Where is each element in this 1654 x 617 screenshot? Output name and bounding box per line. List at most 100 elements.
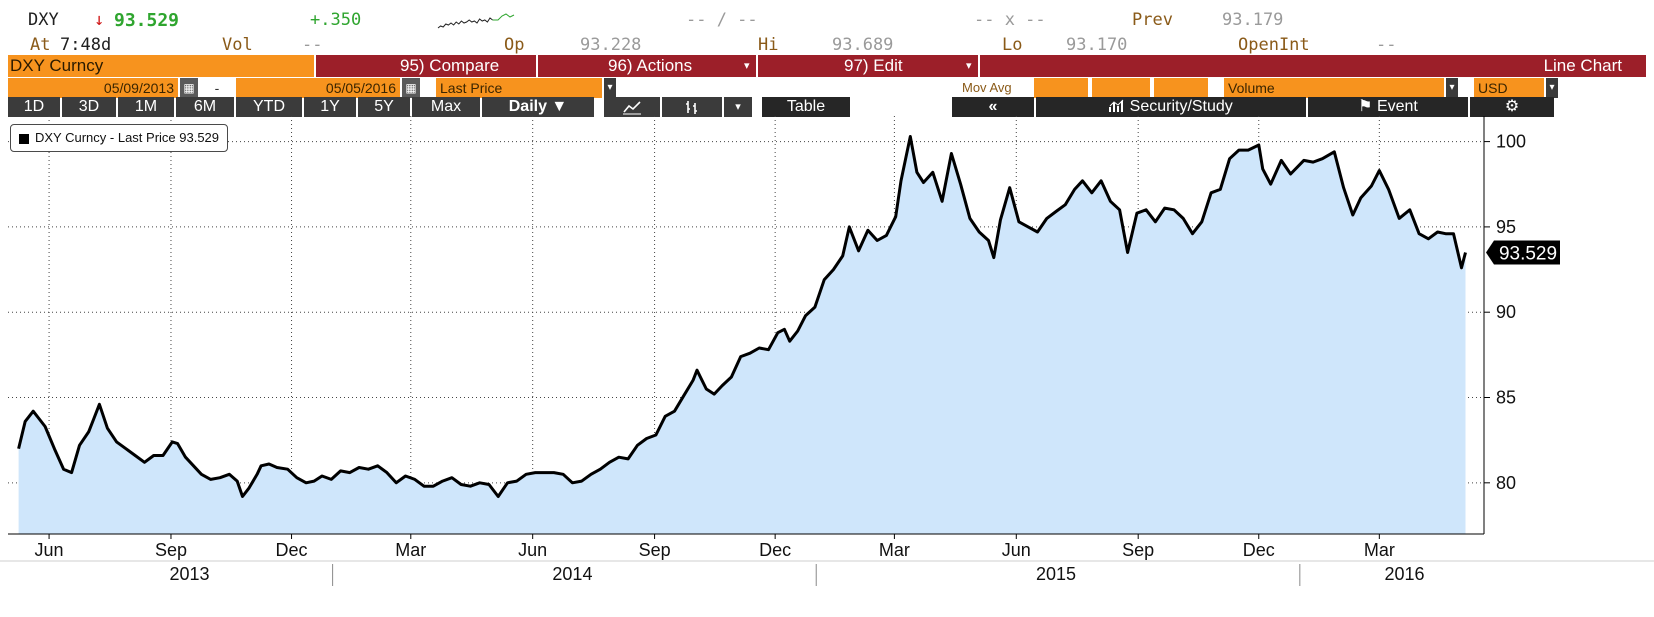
- x-tick-label: Sep: [639, 540, 671, 560]
- date-range-dash: -: [200, 78, 234, 98]
- collapse-button[interactable]: «: [952, 97, 1034, 117]
- security-study-button[interactable]: Security/Study: [1036, 97, 1306, 117]
- x-year-label: 2013: [169, 564, 209, 584]
- chevron-down-icon[interactable]: ▾: [1446, 78, 1458, 98]
- event-button[interactable]: ⚑ Event: [1308, 97, 1468, 117]
- price-field-select[interactable]: Last Price: [436, 78, 602, 98]
- last-value-tag: 93.529: [1486, 240, 1560, 265]
- security-study-label: Security/Study: [1129, 98, 1233, 115]
- price-line: [17, 135, 1467, 498]
- low-value: 93.170: [1066, 35, 1128, 55]
- chart-labels: 80 85 90 95 100 Jun Sep Dec Mar Jun Sep Dec Mar Jun Se…: [35, 132, 1560, 584]
- quote-row-1: DXY ↓ 93.529 +.350 -- / -- -- x -- Prev …: [0, 8, 1654, 31]
- actions-menu-label: 96) Actions: [608, 56, 693, 75]
- price-area-fill: [18, 136, 1466, 534]
- period-1m-button[interactable]: 1M: [118, 97, 174, 117]
- legend-swatch: [19, 134, 29, 144]
- chevron-down-icon[interactable]: ▾: [604, 78, 616, 98]
- price-chart: 80 85 90 95 100 Jun Sep Dec Mar Jun Sep Dec Mar Jun Se…: [0, 116, 1654, 586]
- x-year-label: 2015: [1036, 564, 1076, 584]
- y-tick-label: 90: [1496, 302, 1516, 322]
- down-arrow-icon: ↓: [94, 10, 105, 30]
- frequency-select[interactable]: Daily ▼: [482, 97, 594, 117]
- compare-menu[interactable]: 95) Compare: [316, 55, 536, 77]
- period-1y-button[interactable]: 1Y: [304, 97, 356, 117]
- volume-label: Vol: [222, 35, 253, 55]
- mov-avg-input-2[interactable]: [1092, 78, 1150, 98]
- period-bar: 1D 3D 1M 6M YTD 1Y 5Y Max Daily ▼ ▾ Tabl…: [0, 97, 1654, 117]
- field-checkbox[interactable]: [422, 78, 434, 98]
- sparkline-icon: [437, 13, 515, 29]
- chevron-down-icon: ▾: [966, 60, 972, 72]
- openint-label: OpenInt: [1238, 35, 1310, 55]
- period-3d-button[interactable]: 3D: [62, 97, 116, 117]
- x-tick-label: Jun: [35, 540, 64, 560]
- y-tick-label: 100: [1496, 132, 1526, 152]
- mov-avg-label: Mov Avg: [956, 78, 1032, 98]
- volume-value: --: [302, 35, 323, 55]
- bar-chart-icon[interactable]: [662, 97, 722, 117]
- calendar-icon[interactable]: ▦: [402, 78, 420, 98]
- edit-menu[interactable]: 97) Edit ▾: [758, 55, 978, 77]
- flag-icon: ⚑: [1358, 98, 1373, 115]
- chevron-down-icon: ▾: [744, 60, 750, 72]
- currency-checkbox[interactable]: [1460, 78, 1472, 98]
- bid-ask: -- / --: [686, 10, 758, 30]
- date-bar: 05/09/2013 ▦ - 05/05/2016 ▦ Last Price ▾…: [0, 77, 1654, 99]
- currency-select[interactable]: USD: [1474, 78, 1544, 98]
- volume-checkbox[interactable]: [1210, 78, 1222, 98]
- period-6m-button[interactable]: 6M: [176, 97, 234, 117]
- y-tick-label: 95: [1496, 217, 1516, 237]
- volume-select[interactable]: Volume: [1224, 78, 1444, 98]
- net-change: +.350: [310, 10, 362, 30]
- period-1d-button[interactable]: 1D: [8, 97, 60, 117]
- security-input[interactable]: DXY Curncy: [8, 55, 314, 77]
- x-tick-label: Dec: [1243, 540, 1275, 560]
- table-button[interactable]: Table: [762, 97, 850, 117]
- study-icon: [1109, 99, 1124, 112]
- open-label: Op: [504, 35, 525, 55]
- quote-time: 7:48d: [60, 35, 112, 55]
- chart-type-label[interactable]: Line Chart: [980, 55, 1646, 77]
- x-tick-label: Jun: [1002, 540, 1031, 560]
- legend-label: DXY Curncy - Last Price 93.529: [35, 130, 220, 145]
- event-label: Event: [1376, 98, 1418, 115]
- chart-legend[interactable]: DXY Curncy - Last Price 93.529: [10, 124, 229, 152]
- high-label: Hi: [758, 35, 779, 55]
- x-tick-label: Dec: [276, 540, 308, 560]
- chevron-down-icon[interactable]: ▾: [724, 97, 752, 117]
- bid-ask-size: -- x --: [974, 10, 1046, 30]
- chevron-down-icon[interactable]: ▾: [1546, 78, 1558, 98]
- prev-label: Prev: [1132, 10, 1173, 30]
- x-tick-label: Mar: [879, 540, 910, 560]
- last-value-label: 93.529: [1499, 243, 1557, 264]
- quote-row-2: At 7:48d Vol -- Op 93.228 Hi 93.689 Lo 9…: [0, 33, 1654, 55]
- period-5y-button[interactable]: 5Y: [358, 97, 410, 117]
- x-tick-label: Mar: [395, 540, 426, 560]
- menu-bar: DXY Curncy 95) Compare 96) Actions ▾ 97)…: [0, 55, 1654, 77]
- mov-avg-input-1[interactable]: [1034, 78, 1088, 98]
- x-tick-label: Sep: [155, 540, 187, 560]
- ticker-label: DXY: [28, 10, 59, 30]
- line-chart-icon[interactable]: [604, 97, 660, 117]
- openint-value: --: [1376, 35, 1397, 55]
- edit-menu-label: 97) Edit: [844, 56, 903, 75]
- last-price: 93.529: [114, 10, 180, 31]
- open-value: 93.228: [580, 35, 642, 55]
- calendar-icon[interactable]: ▦: [180, 78, 198, 98]
- high-value: 93.689: [832, 35, 894, 55]
- actions-menu[interactable]: 96) Actions ▾: [538, 55, 756, 77]
- prev-value: 93.179: [1222, 10, 1284, 30]
- x-tick-label: Jun: [518, 540, 547, 560]
- period-ytd-button[interactable]: YTD: [236, 97, 302, 117]
- chart-axes: [0, 116, 1654, 586]
- mov-avg-input-3[interactable]: [1154, 78, 1208, 98]
- period-max-button[interactable]: Max: [412, 97, 480, 117]
- y-tick-label: 80: [1496, 473, 1516, 493]
- low-label: Lo: [1002, 35, 1023, 55]
- x-year-label: 2016: [1384, 564, 1424, 584]
- start-date-input[interactable]: 05/09/2013: [8, 78, 178, 98]
- gear-icon[interactable]: ⚙: [1470, 97, 1554, 117]
- x-tick-label: Mar: [1364, 540, 1395, 560]
- end-date-input[interactable]: 05/05/2016: [236, 78, 400, 98]
